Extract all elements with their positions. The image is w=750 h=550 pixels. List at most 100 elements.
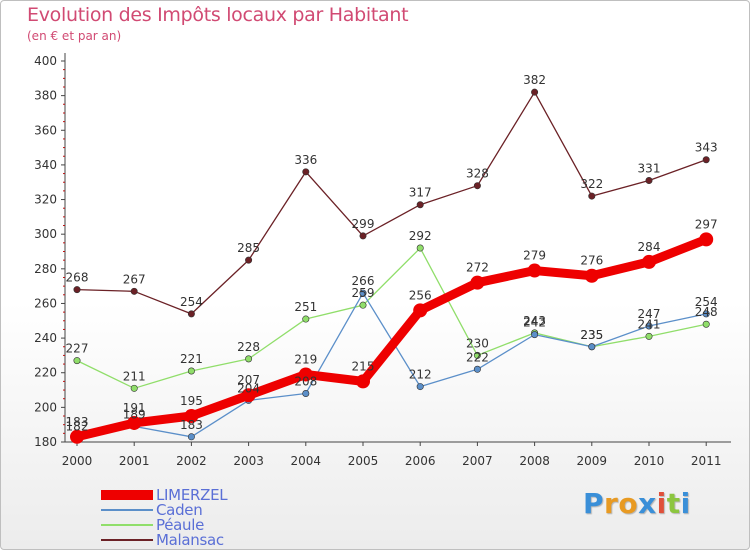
- x-tick-label: 2002: [176, 454, 207, 468]
- data-label: 279: [523, 249, 546, 263]
- y-tick-label: 300: [34, 227, 57, 241]
- logo-letter: i: [656, 487, 667, 520]
- data-label: 343: [695, 141, 718, 155]
- y-tick-label: 380: [34, 89, 57, 103]
- data-label: 336: [294, 153, 317, 167]
- legend-label: LIMERZEL: [156, 486, 228, 504]
- data-label: 382: [523, 73, 546, 87]
- data-label: 191: [123, 401, 146, 415]
- data-point: [699, 232, 714, 247]
- data-point: [241, 388, 256, 403]
- data-label: 183: [66, 415, 89, 429]
- data-label: 248: [695, 305, 718, 319]
- data-point: [642, 254, 656, 269]
- data-point: [130, 287, 138, 295]
- data-label: 292: [409, 229, 432, 243]
- y-tick-label: 180: [34, 435, 57, 449]
- data-point: [70, 429, 84, 444]
- chart-subtitle: (en € et par an): [27, 29, 122, 43]
- data-point: [702, 310, 710, 318]
- legend-label: Malansac: [156, 531, 224, 549]
- data-label: 183: [180, 418, 203, 432]
- data-point: [187, 310, 195, 318]
- x-tick-label: 2003: [233, 454, 264, 468]
- data-point: [298, 367, 313, 382]
- data-point: [413, 303, 428, 318]
- data-label: 221: [180, 352, 203, 366]
- logo-letter: x: [638, 487, 657, 520]
- data-point: [245, 355, 253, 363]
- data-label: 212: [409, 368, 432, 382]
- legend-swatch: [101, 538, 153, 541]
- x-tick-label: 2011: [691, 454, 722, 468]
- data-label: 266: [352, 274, 375, 288]
- data-point: [527, 263, 542, 278]
- y-tick-label: 260: [34, 296, 57, 310]
- y-tick-label: 220: [34, 366, 57, 380]
- data-label: 297: [695, 217, 718, 231]
- data-label: 227: [66, 342, 89, 356]
- data-label: 230: [466, 336, 489, 350]
- data-point: [187, 433, 195, 441]
- data-point: [73, 286, 81, 294]
- x-tick-label: 2004: [291, 454, 322, 468]
- data-label: 259: [352, 286, 375, 300]
- data-point: [187, 367, 195, 375]
- data-label: 256: [409, 288, 432, 302]
- data-point: [302, 390, 310, 398]
- legend: LIMERZEL Caden Péaule Malansac: [101, 486, 301, 549]
- data-point: [130, 384, 138, 392]
- data-label: 268: [66, 271, 89, 285]
- data-label: 272: [466, 261, 489, 275]
- data-label: 331: [638, 161, 661, 175]
- y-tick-label: 360: [34, 123, 57, 137]
- x-tick-label: 2009: [577, 454, 608, 468]
- data-label: 243: [523, 314, 546, 328]
- data-point: [127, 415, 142, 430]
- data-label: 235: [580, 328, 603, 342]
- x-tick-label: 2001: [119, 454, 150, 468]
- x-tick-label: 2006: [405, 454, 436, 468]
- data-label: 242: [523, 316, 546, 330]
- logo-letter: t: [666, 487, 681, 520]
- legend-swatch: [101, 508, 153, 511]
- data-point: [473, 365, 481, 373]
- x-tick-label: 2008: [519, 454, 550, 468]
- x-tick-label: 2010: [634, 454, 665, 468]
- data-label: 254: [180, 295, 203, 309]
- data-point: [588, 192, 596, 200]
- logo-letter: r: [604, 487, 619, 520]
- data-label: 254: [695, 295, 718, 309]
- legend-label: Caden: [156, 501, 203, 519]
- data-label: 322: [580, 177, 603, 191]
- data-point: [416, 383, 424, 391]
- data-label: 208: [294, 375, 317, 389]
- data-label: 211: [123, 369, 146, 383]
- data-label: 247: [638, 307, 661, 321]
- x-tick-label: 2005: [348, 454, 379, 468]
- logo-letter: o: [618, 487, 639, 520]
- data-point: [73, 357, 81, 365]
- data-point: [302, 168, 310, 176]
- data-label: 204: [237, 381, 260, 395]
- legend-item-caden: Caden: [101, 501, 301, 519]
- data-point: [645, 176, 653, 184]
- legend-item-limerzel: LIMERZEL: [101, 486, 301, 504]
- legend-label: Péaule: [156, 516, 205, 534]
- data-point: [531, 88, 539, 96]
- data-label: 189: [123, 407, 146, 421]
- y-tick-label: 320: [34, 193, 57, 207]
- legend-swatch: [101, 489, 153, 500]
- series-line-limerzel: [72, 234, 711, 442]
- data-label: 251: [294, 300, 317, 314]
- data-point: [416, 201, 424, 209]
- data-point: [416, 244, 424, 252]
- data-point: [359, 301, 367, 309]
- data-label: 235: [580, 328, 603, 342]
- x-tick-label: 2007: [462, 454, 493, 468]
- legend-swatch: [101, 523, 153, 526]
- data-label: 219: [294, 352, 317, 366]
- data-label: 267: [123, 272, 146, 286]
